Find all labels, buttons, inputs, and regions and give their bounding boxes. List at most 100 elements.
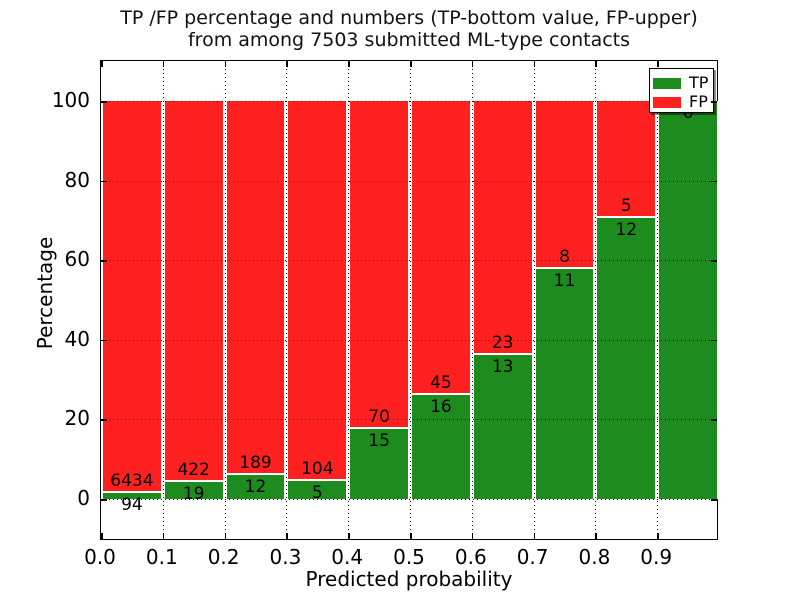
- y-tick-label: 20: [64, 406, 90, 431]
- legend-item-fp: FP: [653, 93, 710, 111]
- bar-label-fp: 6434: [110, 471, 154, 492]
- horizontal-gridline: [101, 499, 717, 500]
- bar-label-tp: 13: [491, 357, 514, 378]
- bar-label-tp: 19: [182, 483, 205, 504]
- chart-title-line2: from among 7503 submitted ML-type contac…: [187, 29, 631, 51]
- vertical-gridline: [410, 61, 411, 539]
- y-tick-mark: [711, 101, 717, 103]
- x-tick-label: 0.3: [269, 545, 302, 569]
- vertical-gridline: [224, 61, 226, 539]
- legend-label-tp: TP: [689, 73, 709, 92]
- horizontal-gridline: [101, 260, 717, 262]
- y-tick-label: 0: [77, 486, 90, 510]
- legend: TP FP: [649, 68, 714, 113]
- bar-fp-segment: [224, 101, 287, 476]
- bar-tp-segment: [101, 493, 163, 499]
- bar-fp-segment: [162, 101, 225, 482]
- bar-fp-segment: [348, 101, 410, 429]
- bar-label-fp: 45: [430, 372, 452, 393]
- x-tick-label: 0.8: [578, 545, 611, 569]
- x-tick-mark: [471, 533, 474, 539]
- x-tick-mark: [224, 61, 227, 67]
- x-tick-label: 0.7: [516, 545, 549, 569]
- y-tick-mark: [101, 499, 107, 501]
- horizontal-gridline: [101, 339, 717, 341]
- x-tick-label: 0.1: [145, 545, 178, 569]
- bar-label-tp: 94: [121, 495, 143, 516]
- bar-label-tp: 15: [368, 430, 390, 451]
- vertical-gridline: [162, 61, 164, 539]
- y-tick-mark: [711, 260, 717, 262]
- x-tick-mark: [471, 61, 474, 67]
- x-tick-mark: [410, 61, 412, 67]
- x-tick-mark: [224, 533, 227, 539]
- y-tick-mark: [101, 339, 107, 342]
- x-tick-mark: [348, 61, 350, 67]
- y-tick-mark: [101, 101, 107, 103]
- x-tick-label: 0.2: [207, 545, 240, 569]
- y-tick-mark: [711, 419, 717, 421]
- y-tick-mark: [711, 180, 717, 183]
- vertical-gridline: [286, 61, 288, 539]
- bar-label-tp: 11: [553, 270, 576, 291]
- x-tick-label: 0.4: [331, 545, 364, 569]
- y-tick-label: 100: [51, 88, 90, 112]
- bar-label-fp: 422: [177, 459, 210, 480]
- bar-tp-segment: [348, 428, 410, 499]
- bar-tp-segment: [533, 268, 596, 499]
- bar-fp-segment: [533, 101, 596, 269]
- y-tick-mark: [101, 419, 107, 421]
- x-tick-mark: [595, 533, 597, 539]
- x-tick-mark: [162, 61, 165, 67]
- y-tick-label: 40: [64, 326, 90, 351]
- x-tick-mark: [101, 533, 103, 539]
- plot-area: TP FP 6434 94 422 19 189 12 104 5 70 15 45 16 23 13 8 1…: [100, 60, 719, 540]
- bar-label-fp: 70: [368, 406, 390, 427]
- vertical-gridline: [595, 61, 597, 539]
- x-tick-label: 0.0: [84, 545, 116, 569]
- legend-label-fp: FP: [689, 92, 708, 111]
- x-tick-mark: [410, 533, 412, 539]
- bar-label-tp: 6: [682, 103, 694, 123]
- bar-fp-segment: [286, 101, 349, 481]
- y-tick-mark: [711, 339, 717, 342]
- bar-tp-segment: [410, 394, 472, 499]
- legend-swatch-tp: [653, 77, 681, 89]
- x-tick-label: 0.5: [393, 545, 425, 569]
- y-tick-label: 80: [64, 167, 90, 192]
- bar-label-fp: 104: [301, 458, 334, 479]
- chart-title: TP /FP percentage and numbers (TP-bottom…: [100, 7, 718, 51]
- horizontal-gridline: [101, 101, 717, 102]
- x-axis-label: Predicted probability: [305, 567, 513, 591]
- legend-swatch-fp: [653, 96, 681, 108]
- bar-label-tp: 12: [244, 477, 267, 498]
- x-tick-mark: [286, 533, 288, 539]
- bar-fp-segment: [595, 101, 658, 219]
- y-tick-mark: [101, 180, 107, 183]
- x-tick-mark: [657, 61, 659, 67]
- bar-fp-segment: [101, 101, 163, 494]
- x-tick-mark: [348, 533, 350, 539]
- bar-label-fp: 23: [491, 333, 514, 354]
- horizontal-gridline: [101, 180, 717, 182]
- x-tick-mark: [101, 61, 103, 67]
- x-tick-mark: [533, 61, 536, 67]
- bar-label-fp: 5: [620, 196, 632, 217]
- bar-tp-segment: [657, 101, 719, 499]
- x-tick-label: 0.6: [454, 545, 487, 569]
- bar-fp-segment: [410, 101, 472, 395]
- y-tick-mark: [711, 499, 717, 501]
- vertical-gridline: [348, 61, 350, 539]
- legend-item-tp: TP: [653, 74, 710, 92]
- bar-label-fp: 8: [559, 246, 570, 267]
- x-tick-mark: [657, 533, 659, 539]
- bar-label-tp: 5: [311, 482, 323, 503]
- bar-label-fp: 189: [239, 453, 272, 474]
- vertical-gridline: [533, 61, 535, 539]
- bar-fp-segment: [471, 101, 534, 356]
- bar-label-tp: 12: [615, 220, 638, 241]
- x-tick-mark: [286, 61, 288, 67]
- y-tick-mark: [101, 260, 107, 262]
- y-tick-label: 60: [64, 247, 90, 272]
